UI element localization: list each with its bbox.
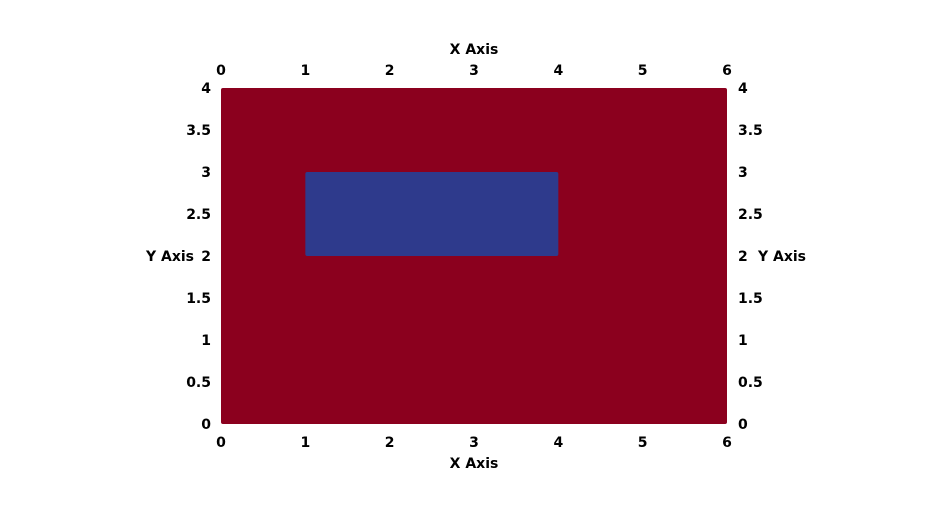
x-tick-label-bottom: 6 <box>722 435 732 451</box>
inner-region <box>305 172 559 256</box>
y-tick-label-right: 4 <box>738 81 748 97</box>
y-tick-label-right: 2.5 <box>738 207 763 223</box>
x-tick-label-bottom: 1 <box>300 435 310 451</box>
x-tick-label-top: 3 <box>469 63 479 79</box>
y-tick-label-right: 2 <box>738 249 748 265</box>
y-tick-label-left: 0.5 <box>186 375 211 391</box>
y-tick-label-right: 0 <box>738 417 748 433</box>
y-tick-label-right: 3.5 <box>738 123 763 139</box>
x-tick-label-bottom: 4 <box>553 435 563 451</box>
y-tick-label-right: 1.5 <box>738 291 763 307</box>
x-tick-label-top: 5 <box>638 63 648 79</box>
y-tick-label-right: 0.5 <box>738 375 763 391</box>
y-tick-label-right: 3 <box>738 165 748 181</box>
y-tick-label-left: 2 <box>201 249 211 265</box>
x-tick-label-bottom: 2 <box>385 435 395 451</box>
y-tick-label-left: 3.5 <box>186 123 211 139</box>
y-tick-label-left: 3 <box>201 165 211 181</box>
axis-labels-layer: X Axis X Axis Y Axis Y Axis <box>145 42 806 472</box>
y-tick-label-left: 1.5 <box>186 291 211 307</box>
y-axis-title-right: Y Axis <box>757 249 806 265</box>
y-tick-label-left: 4 <box>201 81 211 97</box>
x-tick-label-top: 0 <box>216 63 226 79</box>
x-tick-label-bottom: 0 <box>216 435 226 451</box>
x-tick-label-top: 1 <box>300 63 310 79</box>
x-axis-title-top: X Axis <box>450 42 499 58</box>
y-axis-title-left: Y Axis <box>145 249 194 265</box>
x-axis-title-bottom: X Axis <box>450 456 499 472</box>
x-tick-label-bottom: 5 <box>638 435 648 451</box>
x-tick-label-top: 6 <box>722 63 732 79</box>
x-tick-label-top: 4 <box>553 63 563 79</box>
y-tick-label-left: 2.5 <box>186 207 211 223</box>
regions-layer <box>221 88 727 424</box>
x-tick-label-top: 2 <box>385 63 395 79</box>
y-tick-label-left: 0 <box>201 417 211 433</box>
x-tick-label-bottom: 3 <box>469 435 479 451</box>
y-tick-label-left: 1 <box>201 333 211 349</box>
y-tick-label-right: 1 <box>738 333 748 349</box>
